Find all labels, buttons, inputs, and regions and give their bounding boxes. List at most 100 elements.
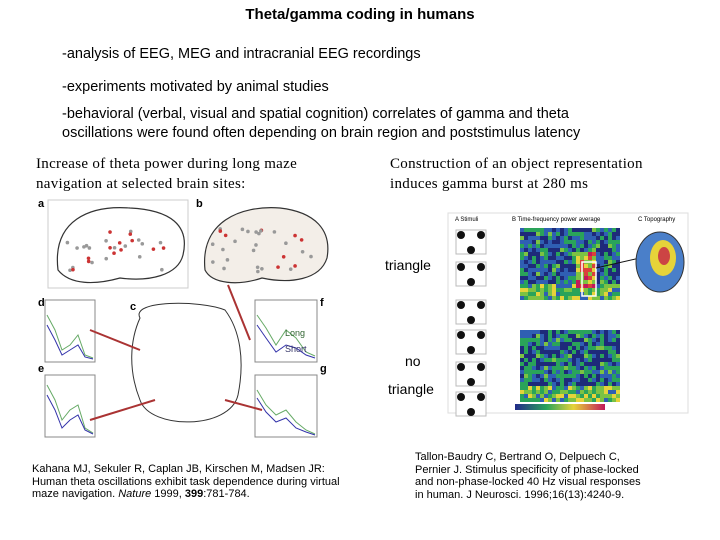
- heat-cell: [592, 370, 596, 374]
- heat-cell: [536, 330, 540, 334]
- heat-cell: [536, 236, 540, 240]
- heat-cell: [584, 346, 588, 350]
- heat-cell: [596, 390, 600, 394]
- heat-cell: [540, 338, 544, 342]
- heat-cell: [608, 292, 612, 296]
- heat-cell: [528, 236, 532, 240]
- heat-cell: [576, 330, 580, 334]
- heat-cell: [552, 386, 556, 390]
- heat-cell: [572, 240, 576, 244]
- heat-cell: [576, 334, 580, 338]
- heat-cell: [616, 244, 620, 248]
- heat-cell: [532, 342, 536, 346]
- heat-cell: [584, 232, 588, 236]
- heat-cell: [540, 366, 544, 370]
- heat-cell: [548, 248, 552, 252]
- spectrum-line: [46, 384, 94, 434]
- heat-cell: [524, 342, 528, 346]
- heat-cell: [524, 244, 528, 248]
- heat-cell: [616, 346, 620, 350]
- heat-cell: [600, 350, 604, 354]
- heat-cell: [524, 382, 528, 386]
- heat-cell: [572, 292, 576, 296]
- heat-cell: [568, 374, 572, 378]
- heat-cell: [568, 382, 572, 386]
- heat-cell: [608, 366, 612, 370]
- electrode: [119, 248, 123, 252]
- heat-cell: [556, 370, 560, 374]
- heat-cell: [584, 394, 588, 398]
- heat-cell: [532, 362, 536, 366]
- heat-cell: [540, 378, 544, 382]
- heat-cell: [568, 330, 572, 334]
- heat-cell: [564, 350, 568, 354]
- heat-cell: [520, 330, 524, 334]
- right-reference: Tallon-Baudry C, Bertrand O, Delpuech C,…: [415, 451, 641, 501]
- heat-cell: [592, 334, 596, 338]
- heat-cell: [600, 378, 604, 382]
- heat-cell: [592, 256, 596, 260]
- electrode: [246, 229, 250, 234]
- heat-cell: [604, 240, 608, 244]
- heat-cell: [524, 240, 528, 244]
- heat-cell: [608, 354, 612, 358]
- electrode: [284, 241, 288, 246]
- heat-cell: [536, 252, 540, 256]
- heat-cell: [544, 236, 548, 240]
- heat-cell: [608, 398, 612, 402]
- heat-cell: [520, 268, 524, 272]
- heat-cell: [608, 362, 612, 366]
- heat-cell: [612, 334, 616, 338]
- heat-cell: [524, 394, 528, 398]
- heat-cell: [544, 342, 548, 346]
- heat-cell: [584, 284, 588, 288]
- topography-peak: [658, 247, 670, 265]
- spectrum-line: [46, 314, 94, 359]
- heat-cell: [568, 264, 572, 268]
- heat-cell: [604, 272, 608, 276]
- heat-cell: [576, 386, 580, 390]
- heat-cell: [588, 288, 592, 292]
- heat-cell: [568, 386, 572, 390]
- heat-cell: [584, 330, 588, 334]
- heat-cell: [568, 252, 572, 256]
- heat-cell: [600, 366, 604, 370]
- heat-cell: [520, 394, 524, 398]
- heat-cell: [604, 334, 608, 338]
- heat-cell: [616, 330, 620, 334]
- heat-cell: [528, 272, 532, 276]
- heat-cell: [600, 394, 604, 398]
- heat-cell: [548, 276, 552, 280]
- heat-cell: [604, 276, 608, 280]
- heat-cell: [524, 370, 528, 374]
- heat-cell: [556, 268, 560, 272]
- heat-cell: [584, 378, 588, 382]
- heat-cell: [616, 276, 620, 280]
- heat-cell: [576, 350, 580, 354]
- heat-cell: [568, 354, 572, 358]
- heat-cell: [592, 362, 596, 366]
- heat-cell: [596, 330, 600, 334]
- heat-cell: [580, 362, 584, 366]
- bullet: -analysis of EEG, MEG and intracranial E…: [62, 45, 421, 64]
- heat-cell: [584, 236, 588, 240]
- heat-cell: [588, 354, 592, 358]
- heat-cell: [604, 330, 608, 334]
- heat-cell: [552, 330, 556, 334]
- electrode: [68, 268, 72, 273]
- heat-cell: [556, 244, 560, 248]
- heat-cell: [572, 272, 576, 276]
- heat-cell: [544, 350, 548, 354]
- heat-cell: [580, 228, 584, 232]
- heat-cell: [592, 394, 596, 398]
- heat-cell: [592, 296, 596, 300]
- heat-cell: [528, 292, 532, 296]
- heat-cell: [540, 296, 544, 300]
- heat-cell: [540, 292, 544, 296]
- heat-cell: [584, 338, 588, 342]
- heat-cell: [580, 394, 584, 398]
- bullet: -experiments motivated by animal studies: [62, 78, 329, 97]
- heat-cell: [520, 260, 524, 264]
- heat-cell: [536, 354, 540, 358]
- heat-cell: [568, 342, 572, 346]
